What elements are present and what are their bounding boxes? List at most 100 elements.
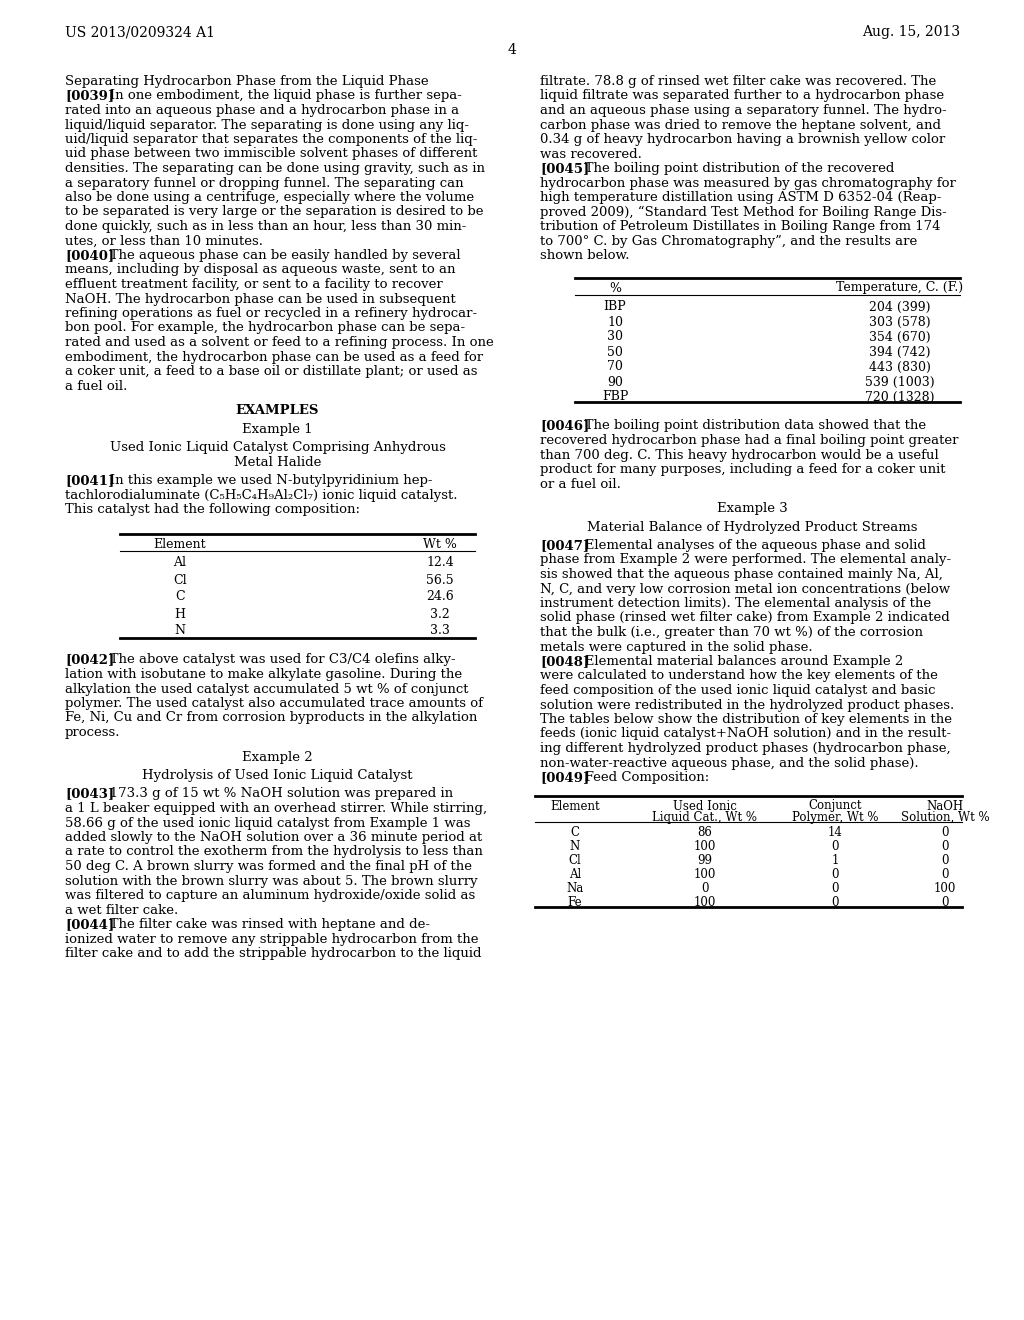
Text: uid/liquid separator that separates the components of the liq-: uid/liquid separator that separates the …: [65, 133, 477, 147]
Text: 90: 90: [607, 375, 623, 388]
Text: In one embodiment, the liquid phase is further sepa-: In one embodiment, the liquid phase is f…: [97, 90, 463, 103]
Text: done quickly, such as in less than an hour, less than 30 min-: done quickly, such as in less than an ho…: [65, 220, 466, 234]
Text: This catalyst had the following composition:: This catalyst had the following composit…: [65, 503, 360, 516]
Text: In this example we used N-butylpyridinium hep-: In this example we used N-butylpyridiniu…: [97, 474, 433, 487]
Text: 394 (742): 394 (742): [869, 346, 931, 359]
Text: 204 (399): 204 (399): [869, 301, 931, 314]
Text: filtrate. 78.8 g of rinsed wet filter cake was recovered. The: filtrate. 78.8 g of rinsed wet filter ca…: [540, 75, 936, 88]
Text: Separating Hydrocarbon Phase from the Liquid Phase: Separating Hydrocarbon Phase from the Li…: [65, 75, 429, 88]
Text: Conjunct: Conjunct: [808, 800, 862, 813]
Text: Example 1: Example 1: [243, 422, 312, 436]
Text: a rate to control the exotherm from the hydrolysis to less than: a rate to control the exotherm from the …: [65, 846, 483, 858]
Text: alkylation the used catalyst accumulated 5 wt % of conjunct: alkylation the used catalyst accumulated…: [65, 682, 469, 696]
Text: utes, or less than 10 minutes.: utes, or less than 10 minutes.: [65, 235, 263, 248]
Text: was filtered to capture an aluminum hydroxide/oxide solid as: was filtered to capture an aluminum hydr…: [65, 888, 475, 902]
Text: solution with the brown slurry was about 5. The brown slurry: solution with the brown slurry was about…: [65, 874, 477, 887]
Text: proved 2009), “Standard Test Method for Boiling Range Dis-: proved 2009), “Standard Test Method for …: [540, 206, 947, 219]
Text: Na: Na: [566, 883, 584, 895]
Text: Cl: Cl: [173, 573, 186, 586]
Text: Wt %: Wt %: [423, 537, 457, 550]
Text: NaOH. The hydrocarbon phase can be used in subsequent: NaOH. The hydrocarbon phase can be used …: [65, 293, 456, 305]
Text: Material Balance of Hydrolyzed Product Streams: Material Balance of Hydrolyzed Product S…: [587, 520, 918, 533]
Text: to 700° C. by Gas Chromatography”, and the results are: to 700° C. by Gas Chromatography”, and t…: [540, 235, 918, 248]
Text: 86: 86: [697, 826, 713, 840]
Text: 0: 0: [941, 854, 949, 867]
Text: EXAMPLES: EXAMPLES: [236, 404, 319, 417]
Text: metals were captured in the solid phase.: metals were captured in the solid phase.: [540, 640, 813, 653]
Text: lation with isobutane to make alkylate gasoline. During the: lation with isobutane to make alkylate g…: [65, 668, 462, 681]
Text: 100: 100: [694, 869, 716, 882]
Text: Used Ionic Liquid Catalyst Comprising Anhydrous: Used Ionic Liquid Catalyst Comprising An…: [110, 441, 445, 454]
Text: solution were redistributed in the hydrolyzed product phases.: solution were redistributed in the hydro…: [540, 698, 954, 711]
Text: tachlorodialuminate (C₅H₅C₄H₉Al₂Cl₇) ionic liquid catalyst.: tachlorodialuminate (C₅H₅C₄H₉Al₂Cl₇) ion…: [65, 488, 458, 502]
Text: The tables below show the distribution of key elements in the: The tables below show the distribution o…: [540, 713, 952, 726]
Text: instrument detection limits). The elemental analysis of the: instrument detection limits). The elemen…: [540, 597, 931, 610]
Text: Used Ionic: Used Ionic: [673, 800, 737, 813]
Text: [0045]: [0045]: [540, 162, 589, 176]
Text: 56.5: 56.5: [426, 573, 454, 586]
Text: 1: 1: [831, 854, 839, 867]
Text: Elemental material balances around Example 2: Elemental material balances around Examp…: [572, 655, 904, 668]
Text: 0: 0: [831, 841, 839, 854]
Text: 100: 100: [694, 841, 716, 854]
Text: polymer. The used catalyst also accumulated trace amounts of: polymer. The used catalyst also accumula…: [65, 697, 483, 710]
Text: [0046]: [0046]: [540, 420, 589, 433]
Text: liquid filtrate was separated further to a hydrocarbon phase: liquid filtrate was separated further to…: [540, 90, 944, 103]
Text: 303 (578): 303 (578): [869, 315, 931, 329]
Text: The filter cake was rinsed with heptane and de-: The filter cake was rinsed with heptane …: [97, 917, 430, 931]
Text: H: H: [174, 607, 185, 620]
Text: means, including by disposal as aqueous waste, sent to an: means, including by disposal as aqueous …: [65, 264, 456, 276]
Text: 0: 0: [941, 869, 949, 882]
Text: was recovered.: was recovered.: [540, 148, 642, 161]
Text: recovered hydrocarbon phase had a final boiling point greater: recovered hydrocarbon phase had a final …: [540, 434, 958, 447]
Text: Aug. 15, 2013: Aug. 15, 2013: [862, 25, 961, 40]
Text: effluent treatment facility, or sent to a facility to recover: effluent treatment facility, or sent to …: [65, 279, 442, 290]
Text: non-water-reactive aqueous phase, and the solid phase).: non-water-reactive aqueous phase, and th…: [540, 756, 919, 770]
Text: Feed Composition:: Feed Composition:: [572, 771, 710, 784]
Text: refining operations as fuel or recycled in a refinery hydrocar-: refining operations as fuel or recycled …: [65, 308, 477, 319]
Text: than 700 deg. C. This heavy hydrocarbon would be a useful: than 700 deg. C. This heavy hydrocarbon …: [540, 449, 939, 462]
Text: US 2013/0209324 A1: US 2013/0209324 A1: [65, 25, 215, 40]
Text: 0: 0: [941, 841, 949, 854]
Text: ionized water to remove any strippable hydrocarbon from the: ionized water to remove any strippable h…: [65, 932, 478, 945]
Text: solid phase (rinsed wet filter cake) from Example 2 indicated: solid phase (rinsed wet filter cake) fro…: [540, 611, 949, 624]
Text: and an aqueous phase using a separatory funnel. The hydro-: and an aqueous phase using a separatory …: [540, 104, 946, 117]
Text: The boiling point distribution data showed that the: The boiling point distribution data show…: [572, 420, 927, 433]
Text: 24.6: 24.6: [426, 590, 454, 603]
Text: [0047]: [0047]: [540, 539, 589, 552]
Text: 50 deg C. A brown slurry was formed and the final pH of the: 50 deg C. A brown slurry was formed and …: [65, 861, 472, 873]
Text: or a fuel oil.: or a fuel oil.: [540, 478, 621, 491]
Text: feed composition of the used ionic liquid catalyst and basic: feed composition of the used ionic liqui…: [540, 684, 936, 697]
Text: IBP: IBP: [603, 301, 627, 314]
Text: added slowly to the NaOH solution over a 36 minute period at: added slowly to the NaOH solution over a…: [65, 832, 482, 843]
Text: 3.2: 3.2: [430, 607, 450, 620]
Text: Metal Halide: Metal Halide: [233, 455, 322, 469]
Text: The above catalyst was used for C3/C4 olefins alky-: The above catalyst was used for C3/C4 ol…: [97, 653, 456, 667]
Text: Temperature, C. (F.): Temperature, C. (F.): [837, 281, 964, 294]
Text: rated and used as a solvent or feed to a refining process. In one: rated and used as a solvent or feed to a…: [65, 337, 494, 348]
Text: Hydrolysis of Used Ionic Liquid Catalyst: Hydrolysis of Used Ionic Liquid Catalyst: [142, 770, 413, 781]
Text: liquid/liquid separator. The separating is done using any liq-: liquid/liquid separator. The separating …: [65, 119, 469, 132]
Text: rated into an aqueous phase and a hydrocarbon phase in a: rated into an aqueous phase and a hydroc…: [65, 104, 459, 117]
Text: Element: Element: [154, 537, 206, 550]
Text: [0040]: [0040]: [65, 249, 114, 261]
Text: [0043]: [0043]: [65, 788, 114, 800]
Text: Elemental analyses of the aqueous phase and solid: Elemental analyses of the aqueous phase …: [572, 539, 927, 552]
Text: bon pool. For example, the hydrocarbon phase can be sepa-: bon pool. For example, the hydrocarbon p…: [65, 322, 465, 334]
Text: a 1 L beaker equipped with an overhead stirrer. While stirring,: a 1 L beaker equipped with an overhead s…: [65, 803, 487, 814]
Text: C: C: [570, 826, 580, 840]
Text: 99: 99: [697, 854, 713, 867]
Text: ing different hydrolyzed product phases (hydrocarbon phase,: ing different hydrolyzed product phases …: [540, 742, 950, 755]
Text: Polymer, Wt %: Polymer, Wt %: [792, 810, 879, 824]
Text: hydrocarbon phase was measured by gas chromatography for: hydrocarbon phase was measured by gas ch…: [540, 177, 955, 190]
Text: tribution of Petroleum Distillates in Boiling Range from 174: tribution of Petroleum Distillates in Bo…: [540, 220, 940, 234]
Text: a coker unit, a feed to a base oil or distillate plant; or used as: a coker unit, a feed to a base oil or di…: [65, 366, 477, 378]
Text: [0044]: [0044]: [65, 917, 115, 931]
Text: Solution, Wt %: Solution, Wt %: [901, 810, 989, 824]
Text: [0042]: [0042]: [65, 653, 115, 667]
Text: 0: 0: [941, 826, 949, 840]
Text: The boiling point distribution of the recovered: The boiling point distribution of the re…: [572, 162, 895, 176]
Text: 443 (830): 443 (830): [869, 360, 931, 374]
Text: 70: 70: [607, 360, 623, 374]
Text: embodiment, the hydrocarbon phase can be used as a feed for: embodiment, the hydrocarbon phase can be…: [65, 351, 483, 363]
